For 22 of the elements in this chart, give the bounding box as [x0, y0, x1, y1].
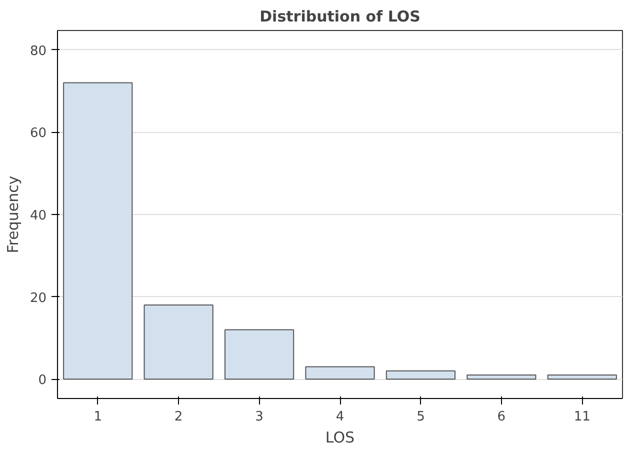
y-tick-label: 20 — [30, 290, 47, 306]
y-tick-label: 40 — [30, 208, 47, 224]
bar — [386, 370, 456, 380]
x-tick-label: 2 — [174, 410, 183, 424]
x-tick-label: 5 — [416, 410, 425, 424]
y-axis-title: Frequency — [4, 176, 22, 254]
bar — [547, 374, 617, 380]
bar — [466, 374, 536, 380]
y-tick-label: 80 — [30, 44, 47, 59]
x-tick-label: 11 — [574, 410, 590, 424]
x-tick-label: 3 — [255, 410, 264, 424]
y-tick-label: 0 — [38, 373, 47, 388]
bar — [305, 366, 375, 380]
bar — [144, 304, 214, 380]
y-tick-label: 60 — [30, 126, 47, 142]
bar — [63, 82, 133, 380]
x-tick-label: 4 — [336, 410, 344, 424]
x-tick-label: 6 — [497, 410, 506, 424]
chart-title: Distribution of LOS — [260, 8, 420, 26]
x-tick-label: 1 — [94, 410, 102, 424]
x-axis-title: LOS — [325, 428, 355, 446]
bar — [224, 329, 294, 380]
